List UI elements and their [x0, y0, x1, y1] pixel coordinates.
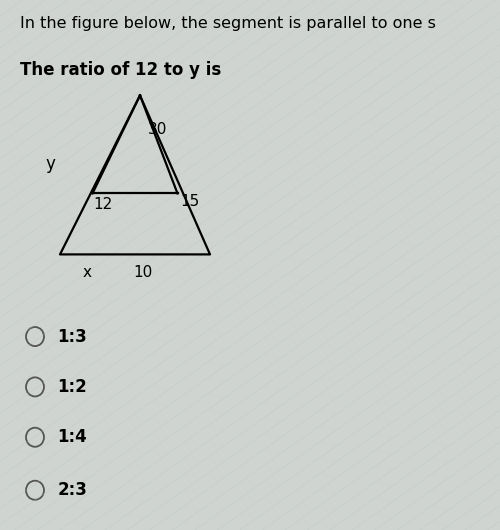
Text: The ratio of 12 to y is: The ratio of 12 to y is: [20, 61, 221, 79]
Text: 12: 12: [93, 197, 112, 211]
Text: y: y: [45, 155, 55, 173]
Text: 10: 10: [133, 265, 152, 280]
Text: In the figure below, the segment is parallel to one s: In the figure below, the segment is para…: [20, 16, 436, 31]
Text: 15: 15: [180, 194, 199, 209]
Text: 1:4: 1:4: [58, 428, 88, 446]
Text: x: x: [83, 265, 92, 280]
Text: 1:3: 1:3: [58, 328, 88, 346]
Text: 30: 30: [148, 122, 167, 137]
Text: 2:3: 2:3: [58, 481, 88, 499]
Text: 1:2: 1:2: [58, 378, 88, 396]
